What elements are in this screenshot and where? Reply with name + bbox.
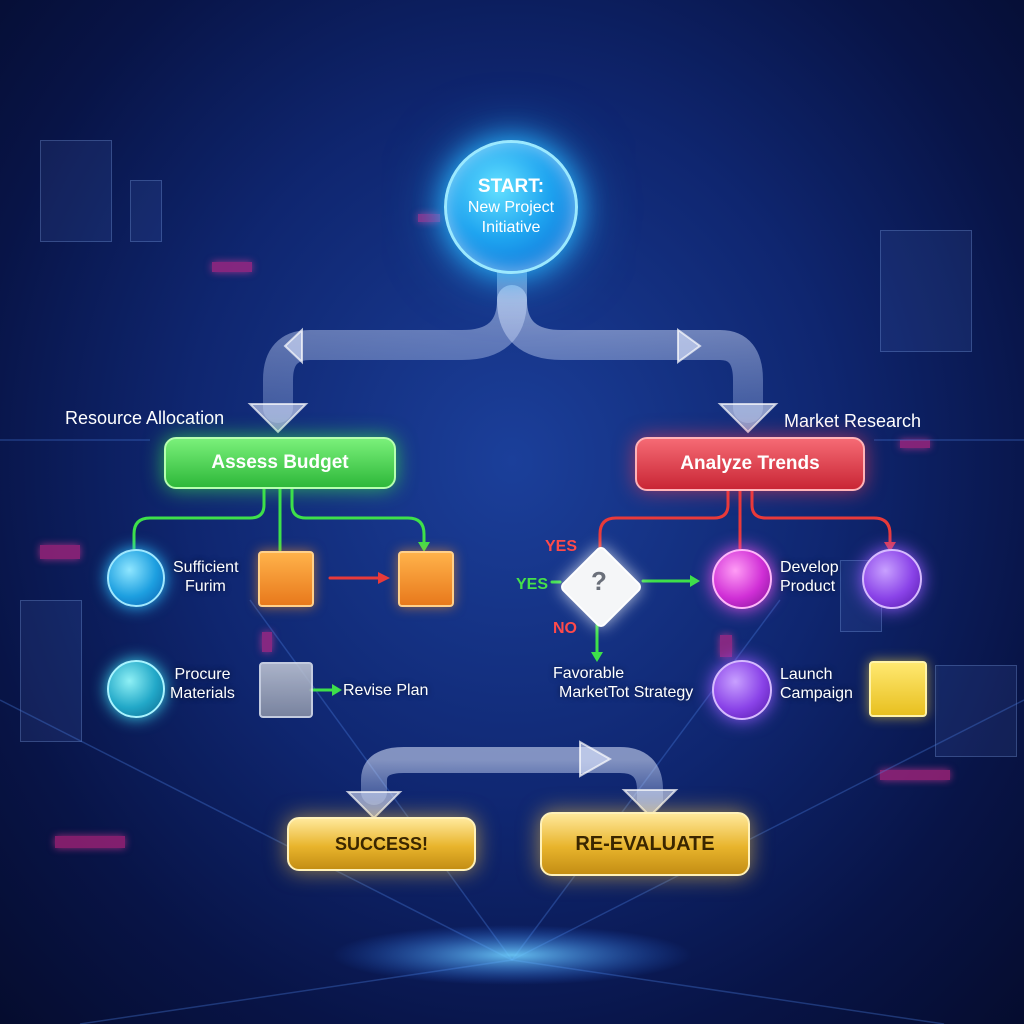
develop-product-label: Develop Product [780,558,839,596]
market-research-label: Market Research [784,411,922,431]
launch-label-line1: Launch [780,666,833,683]
question-mark-icon: ? [591,566,607,596]
procure-label-line1: Procure [174,666,231,683]
start-subtitle-line1: New Project [467,199,555,216]
favorable-label-line2: MarketTot Strategy [559,684,694,701]
red-connectors [328,485,892,580]
gray-process-square[interactable] [259,662,313,718]
launch-campaign-label: Launch Campaign [780,665,853,703]
favorable-market-label: Favorable MarketTot Strategy [553,664,693,702]
analyze-trends-node[interactable]: Analyze Trends [635,437,865,491]
resource-allocation-label: Resource Allocation [65,408,225,428]
launch-campaign-circle[interactable] [712,660,772,720]
yes-label-left: YES [516,576,549,593]
purple-result-circle[interactable] [862,549,922,609]
start-tube-connector [263,250,763,423]
develop-product-circle[interactable] [712,549,772,609]
sufficient-label-line1: Sufficient [173,559,239,576]
re-evaluate-node[interactable]: RE-EVALUATE [540,812,750,876]
procure-label-line2: Materials [170,685,235,702]
sufficient-label-line2: Furim [185,578,226,595]
revise-plan-label: Revise Plan [343,682,429,699]
no-label: NO [553,620,577,637]
green-connectors [132,483,692,692]
procure-materials-circle[interactable] [107,660,165,718]
start-node[interactable]: START: New Project Initiative [444,140,578,274]
floor-glow [332,925,692,985]
orange-process-square[interactable] [258,551,314,607]
sufficient-funds-label: Sufficient Furim [173,558,239,596]
develop-label-line2: Product [780,578,836,595]
favorable-label-line1: Favorable [553,665,625,682]
start-subtitle-line2: Initiative [481,219,541,236]
develop-label-line1: Develop [780,559,839,576]
procure-materials-label: Procure Materials [170,665,235,703]
tube-arrowheads [247,327,779,434]
orange-result-square[interactable] [398,551,454,607]
yellow-result-square[interactable] [869,661,927,717]
yes-label-top: YES [545,538,578,555]
bottom-tube-connector [361,747,663,813]
launch-label-line2: Campaign [780,685,853,702]
assess-budget-node[interactable]: Assess Budget [164,437,396,489]
success-node[interactable]: SUCCESS! [287,817,476,871]
sufficient-funds-circle[interactable] [107,549,165,607]
start-title: START: [477,176,545,197]
